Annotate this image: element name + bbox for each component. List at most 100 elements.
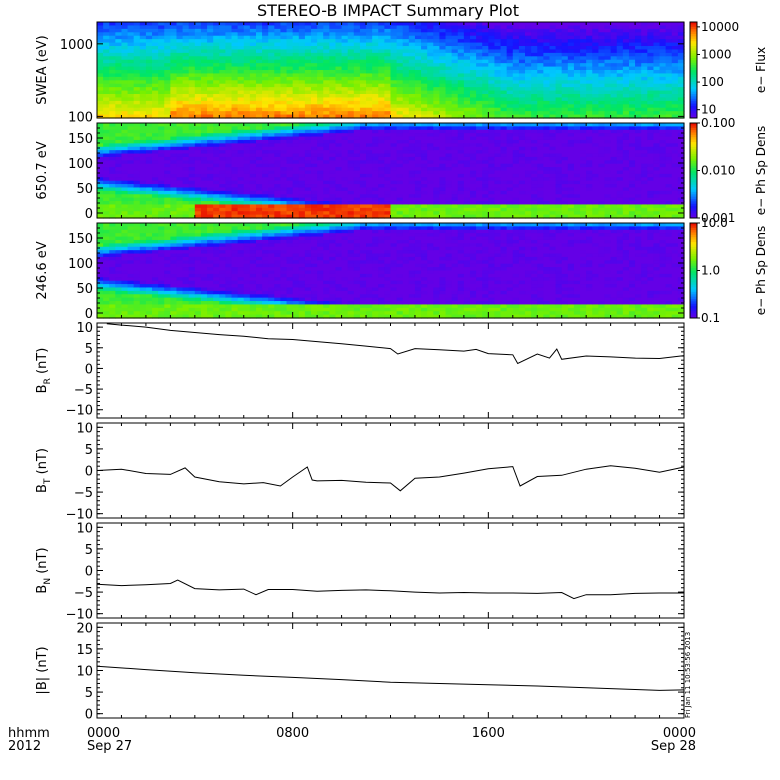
heatmap-cell xyxy=(677,80,685,85)
heatmap-cell xyxy=(219,28,226,33)
heatmap-cell xyxy=(97,80,104,85)
heatmap-cell xyxy=(390,73,398,78)
heatmap-cell xyxy=(378,70,385,75)
heatmap-cell xyxy=(225,146,233,151)
heatmap-cell xyxy=(127,87,135,92)
heatmap-cell xyxy=(427,35,434,40)
heatmap-cell xyxy=(366,76,373,81)
heatmap-cell xyxy=(427,167,434,172)
heatmap-cell xyxy=(537,87,544,92)
heatmap-cell xyxy=(237,97,245,102)
heatmap-cell xyxy=(628,90,636,95)
heatmap-cell xyxy=(304,66,312,71)
heatmap-cell xyxy=(671,83,679,88)
heatmap-cell xyxy=(182,111,190,116)
heatmap-cell xyxy=(231,187,239,192)
heatmap-cell xyxy=(451,197,459,202)
heatmap-cell xyxy=(366,66,373,71)
heatmap-cell xyxy=(243,211,251,216)
heatmap-cell xyxy=(506,190,514,195)
heatmap-cell xyxy=(268,107,275,112)
heatmap-cell xyxy=(311,87,318,92)
heatmap-cell xyxy=(243,111,251,116)
heatmap-cell xyxy=(152,56,159,61)
heatmap-cell xyxy=(243,87,251,92)
heatmap-cell xyxy=(531,111,538,116)
heatmap-cell xyxy=(231,76,239,81)
heatmap-cell xyxy=(188,70,196,75)
heatmap-cell xyxy=(311,214,318,219)
heatmap-cell xyxy=(329,114,337,119)
heatmap-cell xyxy=(304,190,312,195)
heatmap-cell xyxy=(494,143,502,148)
heatmap-cell xyxy=(304,197,312,202)
heatmap-cell xyxy=(500,146,508,151)
heatmap-cell xyxy=(268,133,275,138)
heatmap-cell xyxy=(366,201,373,206)
heatmap-cell xyxy=(628,100,636,105)
heatmap-cell xyxy=(243,204,251,209)
heatmap-cell xyxy=(255,94,263,99)
heatmap-cell xyxy=(555,194,563,199)
heatmap-cell xyxy=(219,59,226,64)
heatmap-cell xyxy=(457,201,465,206)
heatmap-cell xyxy=(182,160,190,165)
heatmap-cell xyxy=(225,150,233,155)
heatmap-cell xyxy=(586,90,593,95)
heatmap-cell xyxy=(249,180,257,185)
heatmap-cell xyxy=(518,76,526,81)
heatmap-cell xyxy=(592,94,599,99)
heatmap-cell xyxy=(567,180,575,185)
heatmap-cell xyxy=(329,143,337,148)
heatmap-cell xyxy=(292,46,300,51)
heatmap-cell xyxy=(555,111,563,116)
heatmap-cell xyxy=(573,114,581,119)
heatmap-cell xyxy=(518,39,526,44)
heatmap-cell xyxy=(317,22,324,27)
heatmap-cell xyxy=(237,35,245,40)
heatmap-cell xyxy=(402,160,410,165)
heatmap-cell xyxy=(97,49,104,54)
heatmap-cell xyxy=(194,150,202,155)
heatmap-cell xyxy=(243,163,251,168)
heatmap-cell xyxy=(482,214,489,219)
heatmap-cell xyxy=(561,129,569,134)
heatmap-cell xyxy=(103,25,110,30)
heatmap-cell xyxy=(439,100,447,105)
heatmap-cell xyxy=(121,173,129,178)
heatmap-cell xyxy=(384,180,392,185)
heatmap-cell xyxy=(604,63,612,68)
heatmap-cell xyxy=(378,190,385,195)
heatmap-cell xyxy=(219,123,226,127)
heatmap-cell xyxy=(286,197,294,202)
heatmap-cell xyxy=(286,173,294,178)
heatmap-cell xyxy=(439,143,447,148)
heatmap-cell xyxy=(182,211,190,216)
heatmap-cell xyxy=(145,114,153,119)
heatmap-cell xyxy=(207,49,214,54)
heatmap-cell xyxy=(390,104,398,109)
heatmap-cell xyxy=(586,35,593,40)
heatmap-cell xyxy=(488,204,496,209)
heatmap-cell xyxy=(268,204,275,209)
heatmap-cell xyxy=(592,97,599,102)
heatmap-cell xyxy=(237,201,245,206)
heatmap-cell xyxy=(255,52,263,57)
heatmap-cell xyxy=(665,94,673,99)
heatmap-cell xyxy=(531,190,538,195)
heatmap-cell xyxy=(182,100,190,105)
heatmap-cell xyxy=(592,107,599,112)
heatmap-cell xyxy=(304,49,312,54)
heatmap-cell xyxy=(677,39,685,44)
heatmap-cell xyxy=(598,22,606,27)
heatmap-cell xyxy=(292,173,300,178)
heatmap-cell xyxy=(121,197,129,202)
heatmap-cell xyxy=(494,35,502,40)
heatmap-cell xyxy=(188,167,196,172)
heatmap-cell xyxy=(145,63,153,68)
heatmap-cell xyxy=(109,211,116,216)
heatmap-cell xyxy=(647,76,655,81)
heatmap-cell xyxy=(378,97,385,102)
heatmap-cell xyxy=(109,28,116,33)
